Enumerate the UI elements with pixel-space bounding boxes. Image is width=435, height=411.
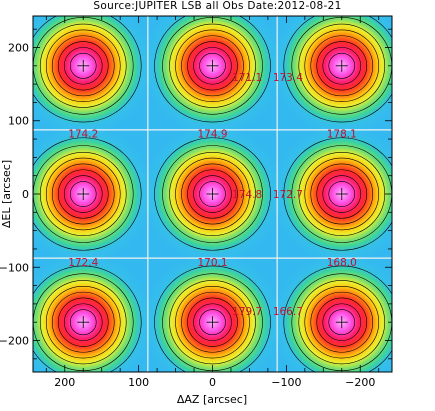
beam-contour (57, 169, 109, 219)
beam-value-label: 166.7 (273, 306, 303, 318)
beam-contour (63, 303, 103, 341)
y-tick-label: 100 (8, 115, 29, 128)
y-tick-label: 0 (22, 188, 29, 201)
beam-contour (51, 35, 115, 97)
beam-contour (169, 23, 256, 108)
beam-contour (175, 285, 250, 359)
beam-contour (51, 291, 115, 353)
beam-contour (322, 303, 362, 341)
beam-value-label: 174.9 (197, 129, 227, 141)
beam-contour (199, 309, 226, 336)
beam-contour (33, 137, 142, 251)
beam-contour (310, 163, 374, 225)
beam-contour (69, 52, 97, 79)
x-tick-label: 200 (54, 376, 75, 389)
beam-contour (328, 52, 356, 79)
beam-value-label: 179.7 (232, 306, 262, 318)
beam-contour (298, 151, 386, 237)
beam-contour (33, 16, 142, 123)
x-tick-label: 100 (128, 376, 149, 389)
y-tick-label: −200 (0, 335, 29, 348)
x-tick-label: −100 (271, 376, 301, 389)
beam-contour (169, 280, 256, 365)
beam-value-label: 174.8 (232, 189, 262, 201)
beam-contour (310, 35, 374, 97)
y-tick-label: −100 (0, 261, 29, 274)
beam-contour (175, 29, 250, 103)
beam-value-label: 173.4 (273, 72, 303, 84)
beam-contour (316, 169, 368, 219)
x-axis-title: ΔAZ [arcsec] (177, 393, 247, 406)
beam-contour (154, 137, 271, 251)
beam-value-label: 168.0 (327, 257, 357, 269)
beam-contour (154, 16, 271, 123)
beam-contour (39, 151, 127, 237)
beam-value-label: 170.1 (197, 257, 227, 269)
beam-contour (45, 157, 121, 231)
beam-contour (310, 291, 374, 353)
beam-contour (69, 181, 97, 207)
beam-contour (316, 41, 368, 91)
beam-contour (63, 47, 103, 85)
beam-contour (283, 265, 392, 372)
beam-contour (187, 297, 238, 347)
beam-contour (193, 47, 232, 85)
chart-title: Source:JUPITER LSB all Obs Date:2012-08-… (93, 0, 342, 12)
x-tick-label: 0 (209, 376, 216, 389)
beam-contour (45, 285, 121, 359)
beam-contour (181, 35, 244, 97)
beam-value-label: 171.1 (232, 72, 262, 84)
beam-contour (187, 41, 238, 91)
beam-contour (304, 157, 380, 231)
beam-contour (199, 181, 226, 207)
beam-contour (328, 181, 356, 207)
beam-contour (304, 285, 380, 359)
beam-contour (181, 163, 244, 225)
beam-contour (193, 175, 232, 213)
y-tick-label: 200 (8, 41, 29, 54)
beam-contour (187, 169, 238, 219)
beam-contour (57, 41, 109, 91)
beam-spot (33, 260, 146, 372)
beam-contour (298, 280, 386, 365)
beam-contour (45, 29, 121, 103)
y-axis-title: ΔEL [arcsec] (0, 160, 13, 228)
beam-spot (150, 16, 275, 128)
beam-contour (193, 303, 232, 341)
beam-contour (57, 297, 109, 347)
beam-contour (63, 175, 103, 213)
beam-contour (283, 137, 392, 251)
beam-contour (316, 297, 368, 347)
beam-spot (279, 16, 392, 128)
beam-contour (169, 151, 256, 237)
beam-spot (279, 260, 392, 372)
beam-contour (69, 309, 97, 336)
beam-contour (304, 29, 380, 103)
beam-contour (33, 265, 142, 372)
beam-value-label: 172.4 (68, 257, 98, 269)
beam-spot (150, 260, 275, 372)
beam-contour (51, 163, 115, 225)
beam-value-label: 172.7 (273, 189, 303, 201)
beam-value-label: 174.2 (68, 129, 98, 141)
plot-frame (32, 15, 393, 373)
beam-contour (39, 23, 127, 108)
beam-contour (175, 157, 250, 231)
beam-contour (181, 291, 244, 353)
beam-contour (328, 309, 356, 336)
beam-contour (298, 23, 386, 108)
beam-contour (39, 280, 127, 365)
beam-contour (162, 145, 263, 243)
beam-value-label: 178.1 (327, 129, 357, 141)
beam-contour (322, 175, 362, 213)
beam-contour (199, 52, 226, 79)
beam-contour (283, 16, 392, 123)
beam-contour (322, 47, 362, 85)
beam-spot (33, 16, 146, 128)
x-tick-label: −200 (345, 376, 375, 389)
beam-contour (154, 265, 271, 372)
